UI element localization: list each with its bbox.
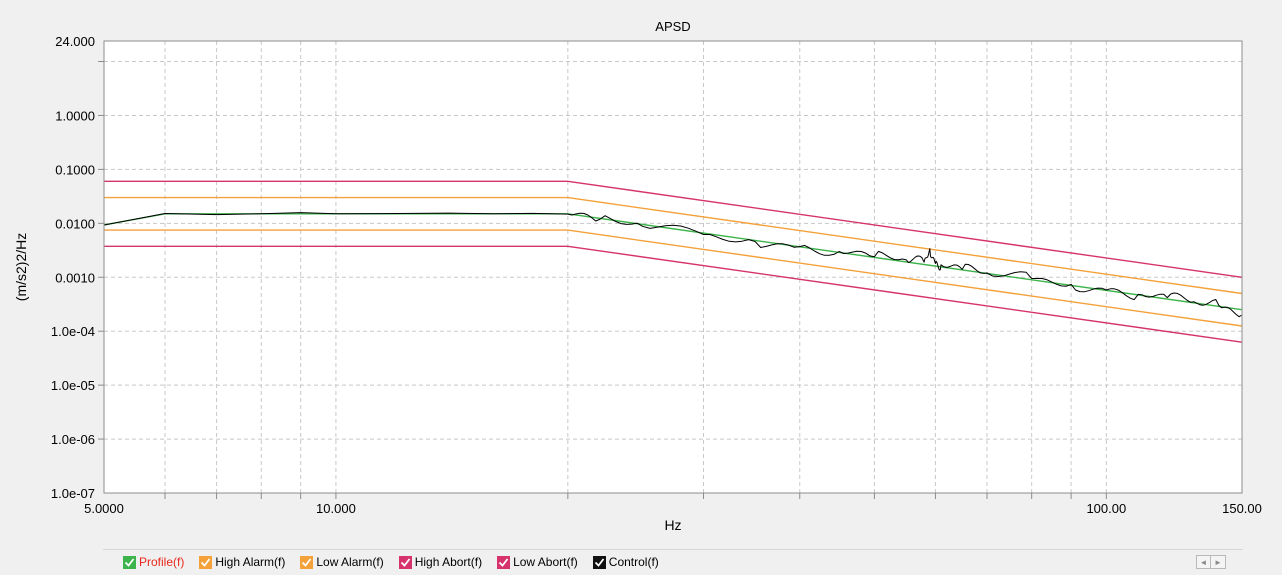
- legend-checkbox[interactable]: [199, 555, 213, 569]
- legend-checkbox[interactable]: [300, 555, 314, 569]
- series-line-low-alarm-f: [104, 229, 1243, 327]
- legend-item[interactable]: High Abort(f): [398, 555, 483, 569]
- legend-checkbox[interactable]: [398, 555, 412, 569]
- checkmark-icon: [201, 557, 211, 567]
- legend-label: Low Abort(f): [513, 555, 578, 569]
- y-tick-label: 1.0e-07: [51, 486, 95, 501]
- legend-item[interactable]: Profile(f): [123, 555, 184, 569]
- legend-label: High Alarm(f): [215, 555, 286, 569]
- legend-item[interactable]: Low Abort(f): [497, 555, 578, 569]
- y-axis-title: (m/s2)2/Hz: [13, 233, 29, 301]
- tick-labels: 24.000 1.0000 0.1000 0.0100 0.0010 1.0e-04 1.0…: [51, 34, 1262, 516]
- legend: Profile(f) High Alarm(f) Low Alarm(f) High …: [103, 555, 659, 569]
- y-tick-label: 1.0e-05: [51, 378, 95, 393]
- scroll-right-button[interactable]: ►: [1211, 555, 1226, 569]
- legend-checkbox[interactable]: [592, 555, 606, 569]
- legend-label: Profile(f): [139, 555, 185, 569]
- y-tick-label: 1.0000: [55, 108, 95, 123]
- grid-lines: [104, 41, 1242, 493]
- series-line-control-f: [103, 212, 1243, 318]
- checkmark-icon: [400, 557, 410, 567]
- legend-checkbox[interactable]: [123, 555, 136, 569]
- y-tick-label: 0.1000: [55, 162, 95, 177]
- y-tick-label: 0.0010: [55, 270, 95, 285]
- checkmark-icon: [302, 557, 312, 567]
- checkmark-icon: [594, 557, 604, 567]
- checkmark-icon: [124, 557, 135, 567]
- series-line-high-abort-f: [104, 180, 1243, 278]
- x-axis-title: Hz: [664, 517, 681, 533]
- series-group: [103, 180, 1243, 343]
- legend-item[interactable]: Low Alarm(f): [300, 555, 384, 569]
- x-tick-label: 100.00: [1086, 501, 1126, 516]
- x-tick-label: 10.000: [316, 501, 356, 516]
- legend-label: High Abort(f): [414, 555, 483, 569]
- x-tick-label: 150.00: [1222, 501, 1262, 516]
- arrow-right-icon: ►: [1214, 557, 1222, 567]
- y-tick-label: 1.0e-04: [51, 324, 95, 339]
- arrow-left-icon: ◄: [1199, 557, 1208, 567]
- legend-checkbox[interactable]: [497, 555, 511, 569]
- tick-marks: [98, 61, 1107, 499]
- plot-border: [103, 40, 1243, 494]
- series-line-high-alarm-f: [104, 196, 1243, 295]
- y-tick-label: 0.0100: [55, 216, 95, 231]
- legend-item[interactable]: Control(f): [592, 555, 659, 569]
- y-tick-label: 1.0e-06: [51, 432, 95, 447]
- legend-bar: Profile(f) High Alarm(f) Low Alarm(f) High …: [103, 549, 1243, 574]
- chart-title: APSD: [655, 19, 690, 34]
- y-tick-label: 24.000: [55, 34, 95, 49]
- legend-label: Low Alarm(f): [316, 555, 384, 569]
- checkmark-icon: [498, 557, 509, 567]
- series-line-low-abort-f: [104, 245, 1243, 343]
- legend-label: Control(f): [608, 555, 659, 569]
- legend-scroll: ◄ ►: [1196, 555, 1226, 569]
- scroll-left-button[interactable]: ◄: [1196, 555, 1211, 569]
- legend-item[interactable]: High Alarm(f): [199, 555, 285, 569]
- x-tick-label: 5.0000: [84, 501, 124, 516]
